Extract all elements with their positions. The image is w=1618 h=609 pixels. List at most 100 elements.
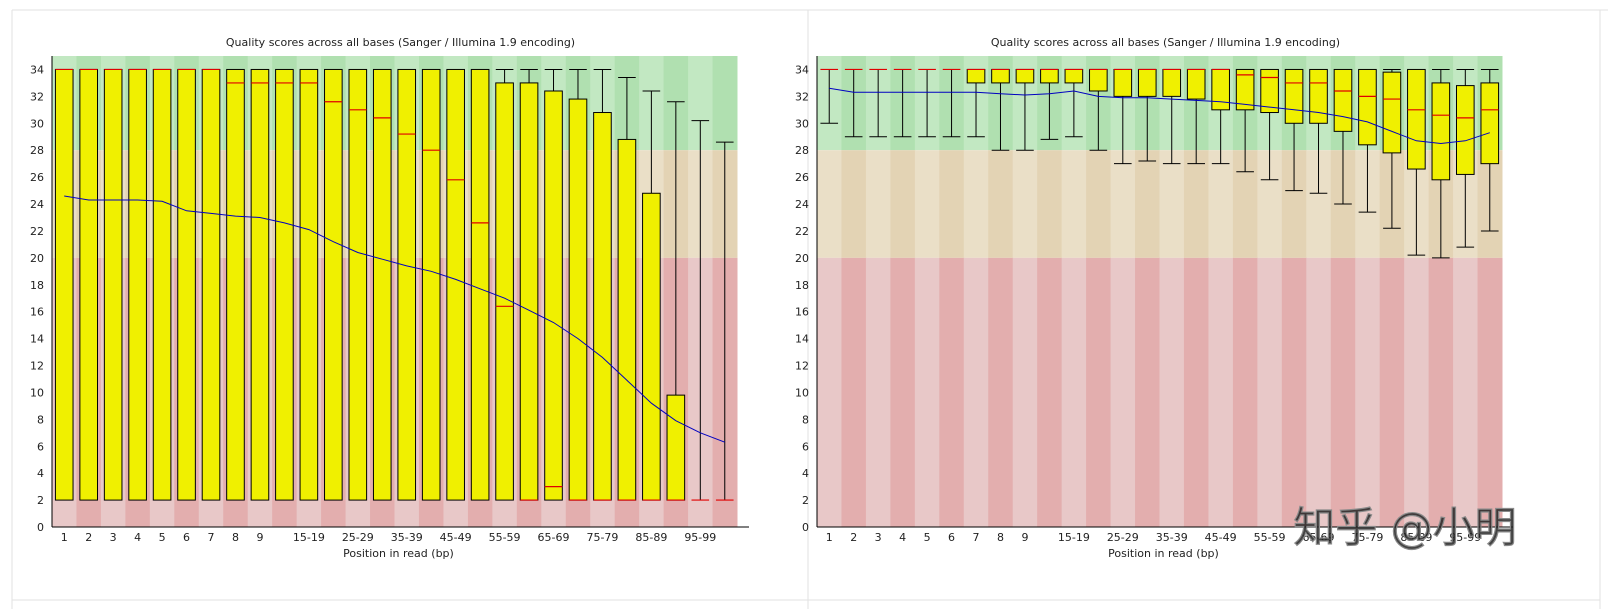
x-tick-label: 9 [256,531,263,544]
y-tick-label: 10 [795,386,809,399]
x-tick-label: 25-29 [342,531,374,544]
quartile-box [1015,68,1035,84]
y-tick-label: 2 [802,494,809,507]
zone-bad-band [1208,257,1234,527]
zone-bad-band [1110,257,1136,527]
quartile-box [1333,68,1353,132]
zone-bad-band [1355,257,1381,527]
box-position-55-59 [495,68,514,501]
box-position-70-74 [568,68,588,501]
zone-good-band [712,56,738,151]
x-tick-label: 6 [948,531,955,544]
x-tick-label: 7 [208,531,215,544]
box-position-65-69 [544,68,563,501]
x-tick-label: 85-89 [635,531,667,544]
y-tick-label: 4 [802,467,809,480]
quartile-box [991,68,1010,84]
zone-ok-band [914,150,940,258]
quartile-box [1382,71,1402,154]
zone-ok-band [1135,150,1160,258]
y-tick-label: 32 [795,90,809,103]
y-tick-label: 6 [802,440,809,453]
zone-ok-band [1086,150,1112,258]
box-position-65-69 [1309,68,1328,194]
zone-bad-band [988,257,1014,527]
zone-bad-band [1086,257,1112,527]
quartile-box [103,68,123,501]
quartile-box [324,68,343,501]
quartile-box [642,192,661,501]
box-position-10-14 [275,68,294,501]
quartile-box [79,68,99,501]
box-position-90-94 [1431,68,1451,259]
box-series [54,68,734,501]
y-tick-label: 14 [795,333,809,346]
box-position-40-44 [421,68,441,501]
quartile-box [593,112,612,501]
quartile-box [372,68,392,501]
quartile-box [1480,82,1500,165]
x-tick-label: 35-39 [391,531,423,544]
zone-ok-band [817,150,842,258]
chart-title: Quality scores across all bases (Sanger … [991,36,1340,49]
zone-bad-band [817,257,842,527]
quartile-box [666,394,686,501]
zone-ok-band [1159,150,1185,258]
y-tick-label: 0 [37,521,44,534]
zone-bad-band [841,257,867,527]
x-tick-label: 8 [232,531,239,544]
zone-ok-band [1208,150,1234,258]
x-tick-label: 5 [924,531,931,544]
quartile-box [1040,68,1059,84]
x-axis-label: Position in read (bp) [1108,547,1219,560]
box-position-2 [79,68,99,501]
y-tick-label: 8 [37,413,44,426]
box-position-10-14 [1040,68,1059,140]
quartile-box [1309,68,1328,124]
box-position-9 [1015,68,1035,151]
zone-ok-band [1037,150,1063,258]
y-tick-label: 6 [37,440,44,453]
zone-ok-band [1183,150,1209,258]
x-tick-label: 15-19 [293,531,325,544]
x-tick-label: 15-19 [1058,531,1090,544]
y-tick-label: 32 [30,90,44,103]
y-tick-label: 26 [795,171,809,184]
box-position-20-24 [1089,68,1108,151]
box-position-5 [152,68,172,501]
quartile-box [446,68,465,501]
y-tick-label: 20 [795,252,809,265]
quartile-box [1089,68,1108,92]
y-tick-label: 12 [795,360,809,373]
quartile-box [250,68,270,501]
quartile-box [1284,68,1304,124]
zone-bad-band [1012,257,1038,527]
zone-bad-band [1281,257,1307,527]
box-position-1 [820,68,839,124]
y-tick-label: 4 [37,467,44,480]
quartile-box [397,68,417,501]
y-tick-label: 24 [795,198,809,211]
x-tick-label: 85-89 [1400,531,1432,544]
y-tick-label: 16 [30,306,44,319]
quartile-box [348,68,368,501]
quartile-box [1186,68,1206,100]
box-position-25-29 [348,68,368,501]
zone-bad-band [914,257,940,527]
zone-ok-band [1110,150,1136,258]
mean-quality-line [64,195,725,443]
quartile-box [177,68,196,501]
box-position-90-94 [666,101,686,501]
y-tick-label: 16 [795,306,809,319]
box-position-4 [128,68,147,501]
zone-bad-band [1330,257,1356,527]
y-tick-label: 18 [30,279,44,292]
x-tick-label: 2 [850,531,857,544]
box-position-45-49 [446,68,465,501]
zone-ok-band [1012,150,1038,258]
y-tick-label: 26 [30,171,44,184]
box-position-95-99 [1455,68,1475,248]
y-tick-label: 18 [795,279,809,292]
